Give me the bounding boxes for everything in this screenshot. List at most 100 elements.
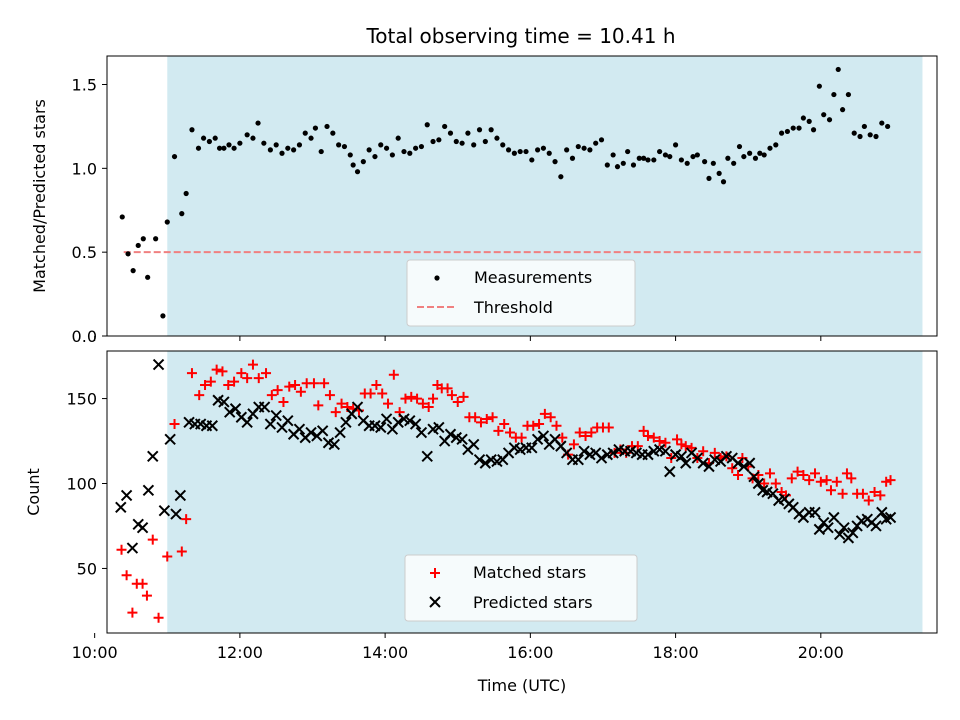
predicted-star-marker	[884, 511, 897, 524]
matched-star-marker	[242, 373, 253, 384]
measurement-point	[587, 147, 593, 153]
measurement-point	[324, 123, 330, 130]
measurement-point	[511, 150, 517, 156]
measurement-point	[523, 148, 529, 155]
measurement-point	[378, 142, 384, 148]
matched-star-marker	[568, 439, 579, 450]
matched-star-marker	[406, 391, 417, 402]
measurement-point	[678, 157, 684, 163]
measurement-point	[790, 125, 796, 131]
measurement-point	[395, 135, 401, 141]
count-x-ticks: 10:00 12:00 14:00 16:00 18:00 20:00	[72, 633, 844, 662]
measurement-point	[517, 148, 523, 155]
measurement-point	[569, 155, 576, 161]
measurement-point	[747, 150, 753, 156]
matched-star-marker	[846, 473, 857, 484]
matched-star-marker	[186, 368, 197, 379]
predicted-star-marker	[680, 457, 692, 469]
predicted-star-marker	[404, 414, 416, 427]
measurement-point	[471, 142, 477, 148]
predicted-star-marker	[468, 438, 480, 451]
measurement-point	[873, 133, 879, 140]
predicted-star-marker	[607, 447, 619, 459]
measurement-point	[720, 179, 727, 185]
matched-star-marker	[236, 368, 247, 379]
matched-star-marker	[574, 427, 585, 438]
measurement-point	[244, 132, 250, 138]
matched-star-marker	[786, 473, 797, 484]
measurement-point	[593, 140, 599, 146]
measurement-point	[145, 274, 151, 280]
legend-matched-label: Matched stars	[473, 563, 586, 582]
matched-star-marker	[336, 398, 347, 409]
predicted-star-marker	[293, 423, 306, 435]
measurement-point	[861, 123, 867, 130]
matched-star-marker	[654, 436, 665, 447]
predicted-star-marker	[316, 425, 329, 437]
matched-star-marker	[825, 485, 836, 496]
matched-star-marker	[557, 432, 568, 443]
measurement-point	[231, 145, 237, 151]
predicted-star-marker	[697, 457, 709, 469]
measurement-point	[702, 159, 708, 165]
measurement-point	[535, 147, 541, 153]
legend-threshold-label: Threshold	[473, 298, 553, 317]
predicted-star-marker	[456, 433, 468, 446]
predicted-star-marker	[392, 416, 404, 429]
measurement-point	[366, 147, 372, 153]
measurement-point	[212, 135, 218, 141]
matched-star-marker	[551, 420, 562, 431]
measurement-point	[816, 83, 822, 89]
predicted-star-marker	[126, 542, 139, 554]
matched-star-marker	[603, 422, 614, 433]
matched-star-marker	[869, 487, 880, 497]
measurement-point	[424, 122, 430, 128]
matched-star-marker	[247, 359, 258, 370]
measurement-point	[250, 135, 256, 141]
predicted-star-marker	[147, 450, 159, 463]
predicted-star-marker	[258, 401, 271, 413]
measurement-point	[453, 138, 459, 145]
matched-star-marker	[841, 468, 852, 479]
predicted-star-marker	[537, 430, 550, 442]
measurement-point	[200, 135, 207, 141]
measurement-point	[372, 153, 378, 160]
measurement-point	[845, 91, 852, 98]
measurement-point	[879, 120, 885, 126]
measurement-point	[651, 157, 657, 163]
measurement-point	[119, 214, 125, 220]
matched-star-marker	[377, 388, 388, 399]
measurement-point	[125, 251, 131, 257]
measurement-point	[552, 159, 558, 165]
matched-star-marker	[217, 366, 228, 377]
matched-star-marker	[798, 470, 809, 481]
measurement-point	[171, 153, 178, 160]
predicted-star-marker	[822, 521, 834, 534]
measurement-point	[273, 142, 279, 148]
y-tick-label: 0.0	[72, 327, 97, 346]
predicted-star-marker	[876, 506, 888, 519]
y-tick-label: 100	[66, 475, 97, 494]
legend-measurements-marker	[434, 275, 440, 281]
matched-star-marker	[863, 495, 874, 506]
ratio-legend: Measurements Threshold	[406, 259, 636, 327]
matched-star-marker	[423, 402, 434, 413]
measurement-point	[731, 160, 737, 166]
matched-star-marker	[727, 463, 738, 474]
predicted-star-marker	[833, 528, 846, 541]
predicted-star-markers	[115, 358, 897, 554]
matched-star-marker	[284, 381, 295, 392]
matched-star-marker	[253, 373, 264, 384]
matched-star-marker	[223, 379, 234, 390]
predicted-star-marker	[229, 403, 242, 415]
measurement-point	[341, 143, 348, 150]
matched-star-marker	[388, 369, 399, 380]
count-plot-frame	[106, 350, 938, 634]
matched-star-marker	[698, 446, 709, 457]
legend-predicted-marker	[429, 596, 441, 608]
predicted-star-marker	[531, 433, 544, 446]
measurement-point	[318, 148, 324, 155]
measurement-point	[488, 127, 494, 133]
measurement-point	[430, 138, 436, 145]
matched-star-marker	[764, 468, 775, 479]
